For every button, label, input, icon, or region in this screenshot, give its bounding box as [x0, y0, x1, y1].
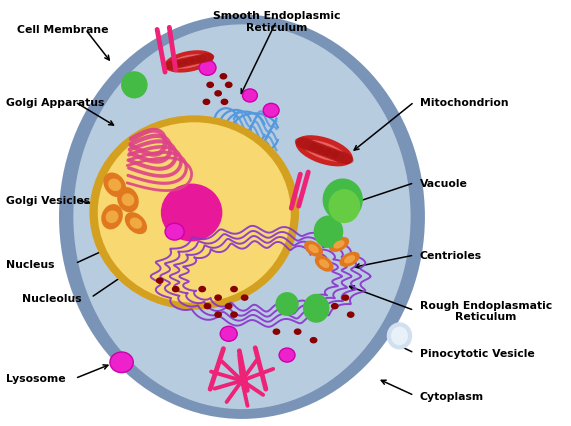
Ellipse shape: [183, 57, 202, 66]
Ellipse shape: [117, 187, 139, 213]
Ellipse shape: [319, 259, 329, 268]
Text: Cell Membrane: Cell Membrane: [17, 26, 108, 35]
Text: Mitochondrion: Mitochondrion: [420, 98, 508, 108]
Ellipse shape: [165, 224, 184, 241]
Circle shape: [222, 100, 228, 105]
Circle shape: [199, 287, 206, 292]
Circle shape: [215, 295, 222, 300]
Ellipse shape: [279, 348, 295, 362]
Text: Golgi Apparatus: Golgi Apparatus: [6, 98, 104, 108]
Text: Centrioles: Centrioles: [420, 250, 482, 260]
Ellipse shape: [331, 152, 353, 165]
Circle shape: [311, 338, 317, 343]
Ellipse shape: [59, 16, 425, 419]
Ellipse shape: [103, 173, 126, 198]
Text: Rough Endoplasmatic
Reticulum: Rough Endoplasmatic Reticulum: [420, 300, 552, 322]
Ellipse shape: [125, 213, 147, 235]
Circle shape: [226, 83, 232, 88]
Circle shape: [295, 329, 301, 334]
Circle shape: [274, 329, 280, 334]
Ellipse shape: [391, 327, 408, 345]
Ellipse shape: [344, 256, 355, 264]
Ellipse shape: [108, 179, 121, 192]
Text: Vacuole: Vacuole: [420, 178, 468, 188]
Ellipse shape: [101, 204, 123, 230]
Circle shape: [220, 75, 227, 80]
Ellipse shape: [263, 104, 279, 118]
Ellipse shape: [315, 256, 333, 272]
Circle shape: [203, 100, 210, 105]
Ellipse shape: [130, 218, 142, 229]
Ellipse shape: [73, 25, 411, 409]
Text: Golgi Vesicles: Golgi Vesicles: [6, 195, 90, 205]
Circle shape: [231, 287, 237, 292]
Text: Pinocytotic Vesicle: Pinocytotic Vesicle: [420, 348, 534, 358]
Circle shape: [231, 312, 237, 317]
Ellipse shape: [295, 138, 317, 151]
Ellipse shape: [387, 322, 412, 350]
Text: Lysosome: Lysosome: [6, 374, 66, 383]
Text: Cytoplasm: Cytoplasm: [420, 391, 484, 400]
Ellipse shape: [313, 216, 343, 248]
Circle shape: [215, 92, 222, 97]
Circle shape: [242, 295, 248, 300]
Circle shape: [226, 304, 232, 309]
Ellipse shape: [302, 141, 346, 162]
Ellipse shape: [329, 237, 349, 252]
Circle shape: [156, 278, 163, 283]
Ellipse shape: [309, 144, 332, 157]
Circle shape: [172, 287, 179, 292]
Circle shape: [207, 83, 214, 88]
Circle shape: [332, 304, 338, 309]
Ellipse shape: [110, 352, 133, 373]
Ellipse shape: [164, 51, 214, 73]
Ellipse shape: [170, 60, 188, 69]
Ellipse shape: [161, 184, 222, 242]
Ellipse shape: [316, 146, 339, 159]
Ellipse shape: [121, 72, 147, 99]
Ellipse shape: [189, 55, 208, 65]
Ellipse shape: [328, 190, 360, 224]
Circle shape: [215, 312, 222, 317]
Circle shape: [204, 304, 211, 309]
Ellipse shape: [304, 241, 323, 257]
Ellipse shape: [91, 118, 297, 308]
Ellipse shape: [199, 61, 216, 76]
Ellipse shape: [333, 241, 344, 249]
Ellipse shape: [176, 58, 195, 68]
Circle shape: [348, 312, 354, 317]
Ellipse shape: [324, 149, 346, 162]
Ellipse shape: [122, 194, 134, 207]
Text: Nucleus: Nucleus: [6, 259, 54, 269]
Ellipse shape: [340, 252, 360, 267]
Text: Nucleolus: Nucleolus: [22, 293, 82, 303]
Ellipse shape: [308, 245, 319, 253]
Ellipse shape: [243, 90, 258, 103]
Ellipse shape: [303, 294, 329, 323]
Ellipse shape: [164, 61, 182, 71]
Ellipse shape: [323, 179, 363, 222]
Ellipse shape: [296, 136, 353, 167]
Ellipse shape: [302, 141, 324, 154]
Text: Smooth Endoplasmic
Reticulum: Smooth Endoplasmic Reticulum: [212, 11, 340, 33]
Ellipse shape: [220, 327, 237, 342]
Circle shape: [342, 295, 348, 300]
Ellipse shape: [106, 211, 118, 224]
Ellipse shape: [98, 123, 291, 303]
Ellipse shape: [196, 54, 214, 63]
Ellipse shape: [275, 292, 299, 316]
Ellipse shape: [170, 55, 208, 69]
